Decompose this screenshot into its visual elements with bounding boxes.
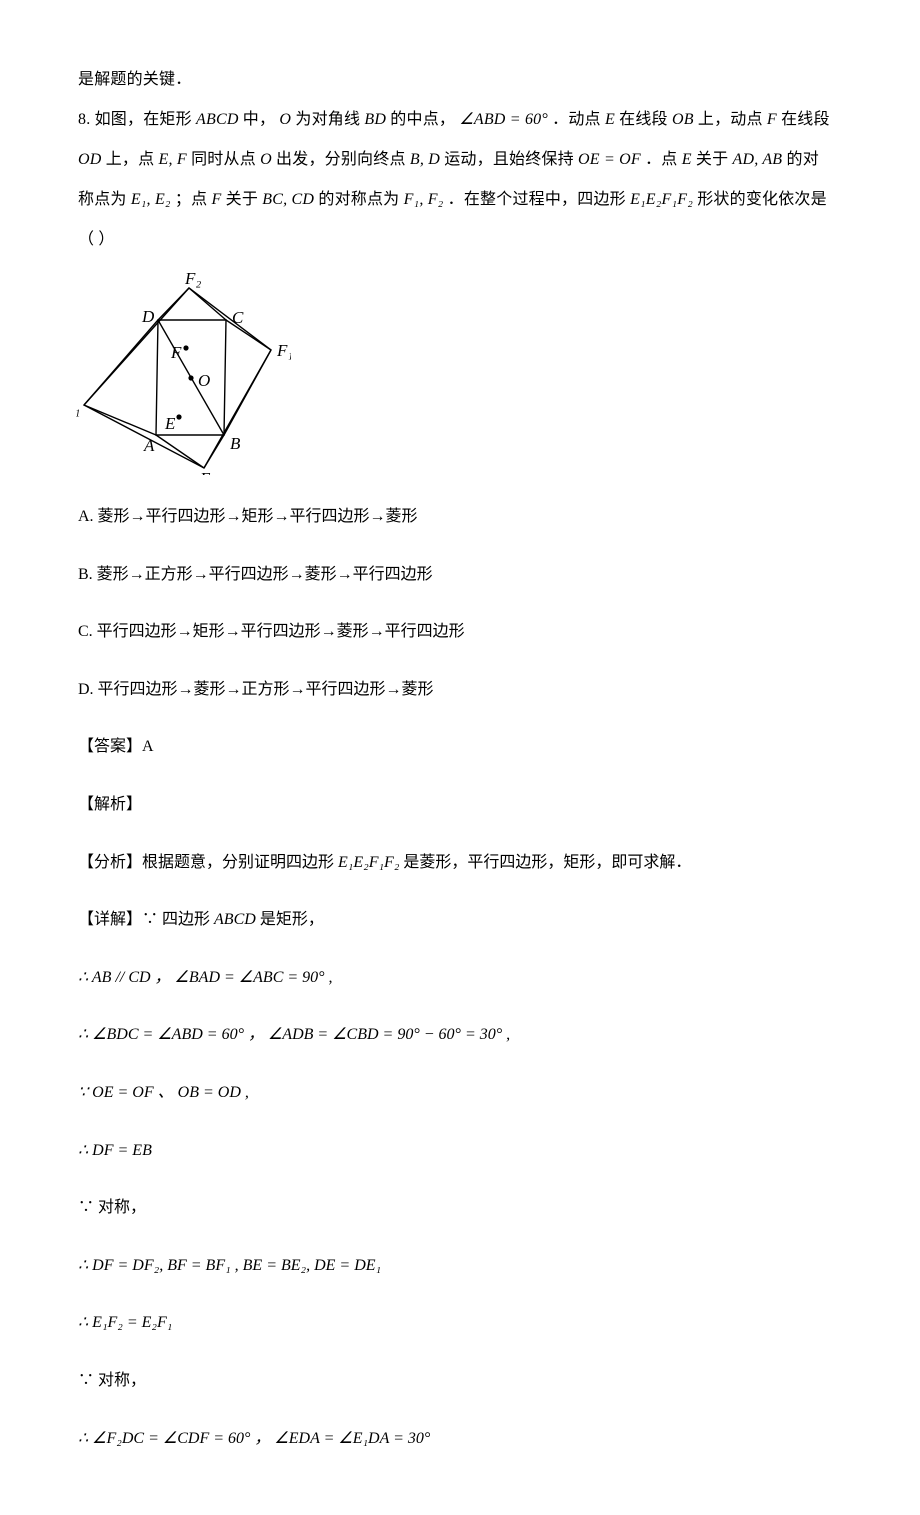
svg-text:E: E [164,414,176,433]
proof-l5: ∴ DF = EB [78,1130,842,1172]
problem-paren: （ ） [78,220,842,260]
var-od: OD [78,151,102,168]
detail-line: 【详解】∵ 四边形 ABCD 是矩形， [78,899,842,941]
svg-text:F₁: F₁ [276,341,291,360]
var-ob: OB [672,111,694,128]
var-bc-cd: BC, CD [262,191,314,208]
svg-text:E₁: E₁ [76,398,80,417]
expr-oe-of: OE = OF [578,151,641,168]
option-c: C. 平行四边形→矩形→平行四边形→菱形→平行四边形 [78,611,842,653]
expr-angle-abd: ∠ABD = 60° [459,111,548,128]
var-bd-2: B, D [410,151,440,168]
intro-line: 是解题的关键． [78,60,842,100]
svg-text:F₂: F₂ [184,270,201,288]
fenxi-line: 【分析】根据题意，分别证明四边形 E₁E₂F₁F₂ 是菱形，平行四边形，矩形，即… [78,842,842,884]
svg-text:A: A [143,436,155,455]
detail-label: 【详解】 [78,911,142,928]
var-quad: E₁E₂F₁F₂ [630,191,693,208]
answer-value: A [142,738,154,755]
geometry-figure: F₂ D C F₁ FO E₁ EA B E₂ [76,270,842,480]
proof-l4: ∵ OE = OF 、 OB = OD , [78,1072,842,1114]
svg-text:F: F [170,343,182,362]
proof-l9: ∵ 对称， [78,1360,842,1402]
var-ef: E, F [159,151,187,168]
svg-text:E₂: E₂ [199,469,216,475]
proof-l3: ∴ ∠BDC = ∠ABD = 60° ， ∠ADB = ∠CBD = 90° … [78,1014,842,1056]
proof-l10: ∴ ∠F₂DC = ∠CDF = 60° ， ∠EDA = ∠E₁DA = 30… [78,1418,842,1460]
var-f: F [767,111,777,128]
var-e1e2: E₁, E₂ [131,191,171,208]
option-d: D. 平行四边形→菱形→正方形→平行四边形→菱形 [78,669,842,711]
proof-l6: ∵ 对称， [78,1187,842,1229]
answer-line: 【答案】A [78,726,842,768]
var-o: O [279,111,291,128]
var-f-2: F [212,191,222,208]
var-e: E [605,111,615,128]
geometry-svg: F₂ D C F₁ FO E₁ EA B E₂ [76,270,291,475]
option-b: B. 菱形→正方形→平行四边形→菱形→平行四边形 [78,554,842,596]
var-o-2: O [260,151,272,168]
var-ad-ab: AD, AB [733,151,783,168]
svg-text:O: O [198,371,210,390]
problem-line-2: OD 上，点 E, F 同时从点 O 出发，分别向终点 B, D 运动，且始终保… [78,140,842,180]
var-bd: BD [364,111,386,128]
fenxi-quad: E₁E₂F₁F₂ [338,854,399,871]
proof-l7: ∴ DF = DF₂, BF = BF₁ , BE = BE₂, DE = DE… [78,1245,842,1287]
proof-l2: ∴ AB // CD ， ∠BAD = ∠ABC = 90° , [78,957,842,999]
problem-line-1: 8. 如图，在矩形 ABCD 中， O 为对角线 BD 的中点， ∠ABD = … [78,100,842,140]
svg-text:C: C [232,308,244,327]
var-abcd: ABCD [196,111,239,128]
answer-label: 【答案】 [78,738,142,755]
svg-text:B: B [230,434,241,453]
fenxi-label: 【分析】 [78,854,142,871]
var-e-2: E [682,151,692,168]
analysis-label: 【解析】 [78,784,842,826]
proof-l8: ∴ E₁F₂ = E₂F₁ [78,1302,842,1344]
problem-number: 8. [78,111,90,128]
var-f1f2: F₁, F₂ [404,191,444,208]
option-a: A. 菱形→平行四边形→矩形→平行四边形→菱形 [78,496,842,538]
problem-line-3: 称点为 E₁, E₂ ；点 F 关于 BC, CD 的对称点为 F₁, F₂ ．… [78,180,842,220]
svg-text:D: D [141,307,155,326]
